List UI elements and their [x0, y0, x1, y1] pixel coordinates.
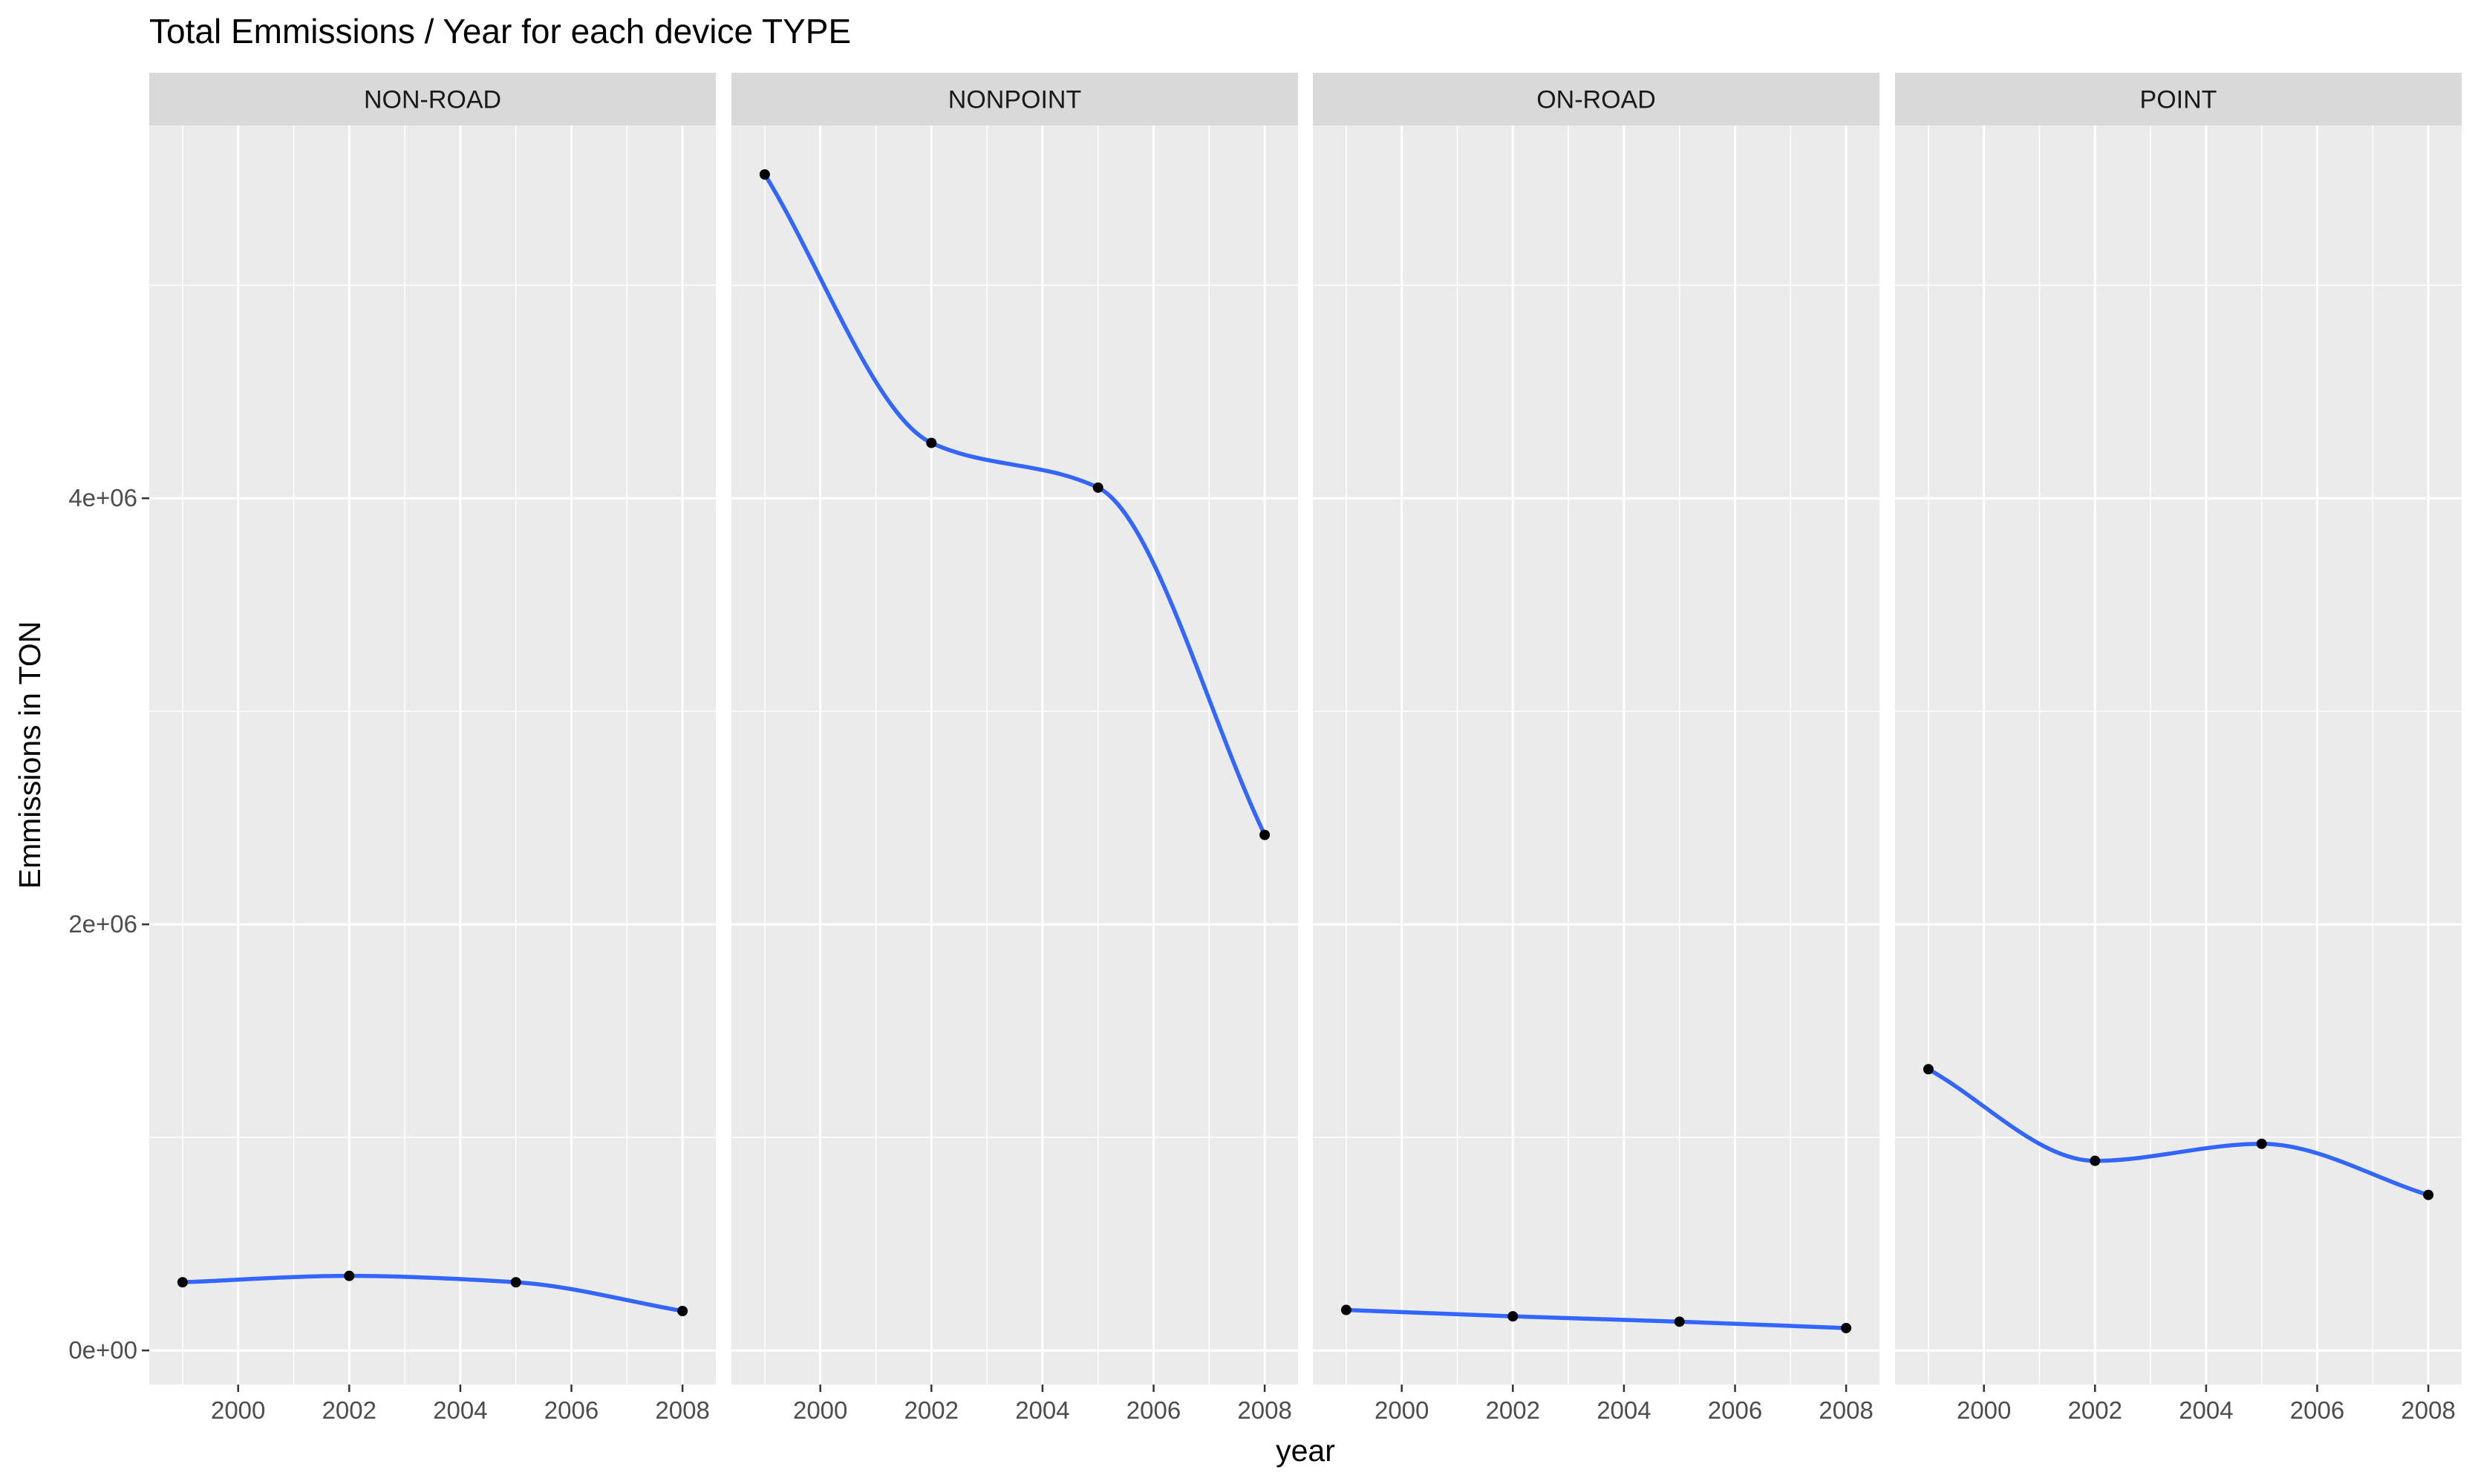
- y-axis: 0e+00 2e+06 4e+06: [68, 484, 149, 1364]
- data-point-point-2008: [2423, 1189, 2434, 1200]
- data-point-point-2002: [2090, 1155, 2101, 1166]
- x-tick-label: 2008: [1819, 1396, 1873, 1424]
- x-tick-label: 2000: [793, 1396, 847, 1424]
- strip-label-point: POINT: [2140, 86, 2217, 114]
- x-tick-label: 2006: [2290, 1396, 2344, 1424]
- strip-non-road: [149, 73, 716, 125]
- y-tick-label: 2e+06: [68, 910, 137, 938]
- x-tick-label: 2002: [322, 1396, 376, 1424]
- panel-point: POINT 2000 2002 2004 2006 2008: [1895, 73, 2462, 1424]
- panel-background-nonpoint: [731, 125, 1298, 1385]
- panel-background-point: [1895, 125, 2462, 1385]
- data-point-non-road-2008: [677, 1305, 688, 1316]
- strip-label-nonpoint: NONPOINT: [948, 86, 1081, 114]
- panel-nonpoint: NONPOINT 2000 2002 2004 2006 2008: [731, 73, 1298, 1424]
- x-tick-label: 2000: [1957, 1396, 2011, 1424]
- x-tick-label: 2004: [1015, 1396, 1069, 1424]
- chart-title: Total Emmissions / Year for each device …: [149, 12, 851, 50]
- x-axis-non-road: 2000 2002 2004 2006 2008: [211, 1385, 710, 1424]
- data-point-on-road-1999: [1340, 1304, 1351, 1315]
- data-point-nonpoint-2002: [926, 437, 937, 448]
- x-tick-label: 2006: [544, 1396, 599, 1424]
- y-axis-title: Emmissions in TON: [13, 621, 47, 889]
- x-tick-label: 2002: [1486, 1396, 1540, 1424]
- x-tick-label: 2004: [433, 1396, 487, 1424]
- strip-label-non-road: NON-ROAD: [364, 86, 501, 114]
- x-tick-label: 2000: [1375, 1396, 1429, 1424]
- series-line-non-road: [180, 1273, 685, 1313]
- x-tick-label: 2004: [1597, 1396, 1651, 1424]
- x-axis-title: year: [1276, 1434, 1335, 1468]
- x-axis-point: 2000 2002 2004 2006 2008: [1957, 1385, 2456, 1424]
- series-line-nonpoint: [763, 172, 1267, 837]
- panel-non-road: NON-ROAD 2000 2002 2004 2006 2008: [149, 73, 716, 1424]
- x-tick-label: 2002: [2068, 1396, 2122, 1424]
- strip-nonpoint: [731, 73, 1298, 125]
- gridlines-on-road: [1313, 125, 1879, 1385]
- x-tick-label: 2006: [1708, 1396, 1762, 1424]
- data-point-on-road-2002: [1507, 1311, 1519, 1322]
- panel-background-non-road: [149, 125, 716, 1385]
- series-line-on-road: [1344, 1307, 1848, 1330]
- data-point-nonpoint-1999: [759, 169, 770, 180]
- series-line-point: [1926, 1067, 2430, 1197]
- gridlines-nonpoint: [731, 125, 1298, 1385]
- data-point-on-road-2005: [1674, 1316, 1685, 1327]
- y-tick-label: 4e+06: [68, 484, 137, 511]
- panel-background-on-road: [1313, 125, 1879, 1385]
- strip-label-on-road: ON-ROAD: [1536, 86, 1656, 114]
- panel-on-road: ON-ROAD 2000 2002 2004 2006 2008: [1313, 73, 1879, 1424]
- data-point-on-road-2008: [1841, 1322, 1852, 1333]
- data-point-non-road-1999: [177, 1277, 188, 1288]
- x-tick-label: 2008: [2401, 1396, 2455, 1424]
- x-axis-on-road: 2000 2002 2004 2006 2008: [1375, 1385, 1874, 1424]
- data-point-point-1999: [1923, 1064, 1934, 1075]
- data-point-point-2005: [2256, 1138, 2267, 1149]
- facet-panels: NON-ROAD 2000 2002 2004 2006 2008 NONPOINT 2000…: [149, 73, 2462, 1424]
- gridlines-non-road: [149, 125, 716, 1385]
- x-tick-label: 2006: [1126, 1396, 1181, 1424]
- y-tick-label: 0e+00: [68, 1336, 137, 1364]
- data-point-non-road-2002: [344, 1270, 355, 1281]
- strip-on-road: [1313, 73, 1879, 125]
- data-point-nonpoint-2005: [1092, 482, 1103, 493]
- x-tick-label: 2008: [655, 1396, 709, 1424]
- data-point-non-road-2005: [510, 1277, 521, 1288]
- x-tick-label: 2008: [1237, 1396, 1291, 1424]
- x-tick-label: 2000: [211, 1396, 265, 1424]
- x-axis-nonpoint: 2000 2002 2004 2006 2008: [793, 1385, 1292, 1424]
- data-point-nonpoint-2008: [1259, 829, 1271, 840]
- strip-point: [1895, 73, 2462, 125]
- x-tick-label: 2002: [904, 1396, 959, 1424]
- x-tick-label: 2004: [2179, 1396, 2233, 1424]
